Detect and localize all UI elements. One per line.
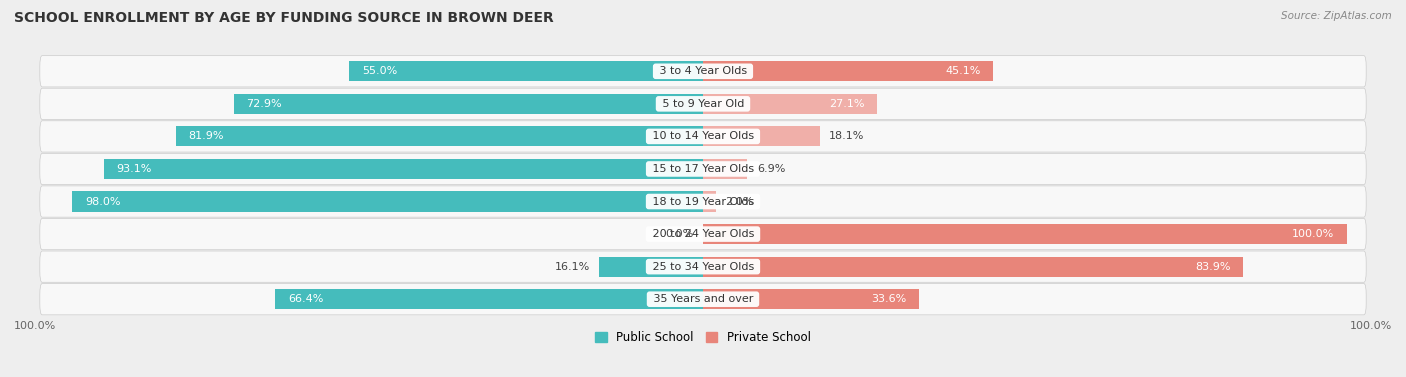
FancyBboxPatch shape [39,121,1367,152]
FancyBboxPatch shape [39,56,1367,87]
Text: 3 to 4 Year Olds: 3 to 4 Year Olds [655,66,751,76]
Legend: Public School, Private School: Public School, Private School [591,326,815,349]
Text: 93.1%: 93.1% [117,164,152,174]
Text: 98.0%: 98.0% [84,196,121,207]
Text: 25 to 34 Year Olds: 25 to 34 Year Olds [648,262,758,272]
FancyBboxPatch shape [39,153,1367,185]
Bar [703,224,1347,244]
Bar [703,159,748,179]
Bar [104,159,703,179]
Text: 6.9%: 6.9% [756,164,786,174]
Bar [703,126,820,147]
Bar [72,192,703,211]
Text: 10 to 14 Year Olds: 10 to 14 Year Olds [648,132,758,141]
FancyBboxPatch shape [39,218,1367,250]
FancyBboxPatch shape [39,251,1367,282]
Text: 15 to 17 Year Olds: 15 to 17 Year Olds [648,164,758,174]
Bar [703,192,716,211]
Text: Source: ZipAtlas.com: Source: ZipAtlas.com [1281,11,1392,21]
Bar [703,94,877,114]
FancyBboxPatch shape [39,186,1367,217]
Text: 81.9%: 81.9% [188,132,224,141]
Text: 35 Years and over: 35 Years and over [650,294,756,304]
Bar [276,289,703,309]
Bar [703,61,994,81]
Bar [599,257,703,277]
Text: 66.4%: 66.4% [288,294,323,304]
Text: 2.0%: 2.0% [725,196,754,207]
Text: 55.0%: 55.0% [361,66,396,76]
Text: 100.0%: 100.0% [14,321,56,331]
Bar [176,126,703,147]
Text: 100.0%: 100.0% [1350,321,1392,331]
Text: 72.9%: 72.9% [246,99,283,109]
Bar [233,94,703,114]
Text: 5 to 9 Year Old: 5 to 9 Year Old [658,99,748,109]
Bar [703,289,920,309]
Text: 100.0%: 100.0% [1292,229,1334,239]
Text: 18.1%: 18.1% [830,132,865,141]
Text: 27.1%: 27.1% [830,99,865,109]
Text: 83.9%: 83.9% [1195,262,1230,272]
Bar [703,257,1243,277]
Text: 33.6%: 33.6% [872,294,907,304]
Text: 18 to 19 Year Olds: 18 to 19 Year Olds [648,196,758,207]
Text: 45.1%: 45.1% [945,66,980,76]
Text: SCHOOL ENROLLMENT BY AGE BY FUNDING SOURCE IN BROWN DEER: SCHOOL ENROLLMENT BY AGE BY FUNDING SOUR… [14,11,554,25]
Text: 16.1%: 16.1% [554,262,589,272]
Bar [349,61,703,81]
FancyBboxPatch shape [39,284,1367,315]
Text: 0.0%: 0.0% [665,229,693,239]
FancyBboxPatch shape [39,88,1367,120]
Text: 20 to 24 Year Olds: 20 to 24 Year Olds [648,229,758,239]
